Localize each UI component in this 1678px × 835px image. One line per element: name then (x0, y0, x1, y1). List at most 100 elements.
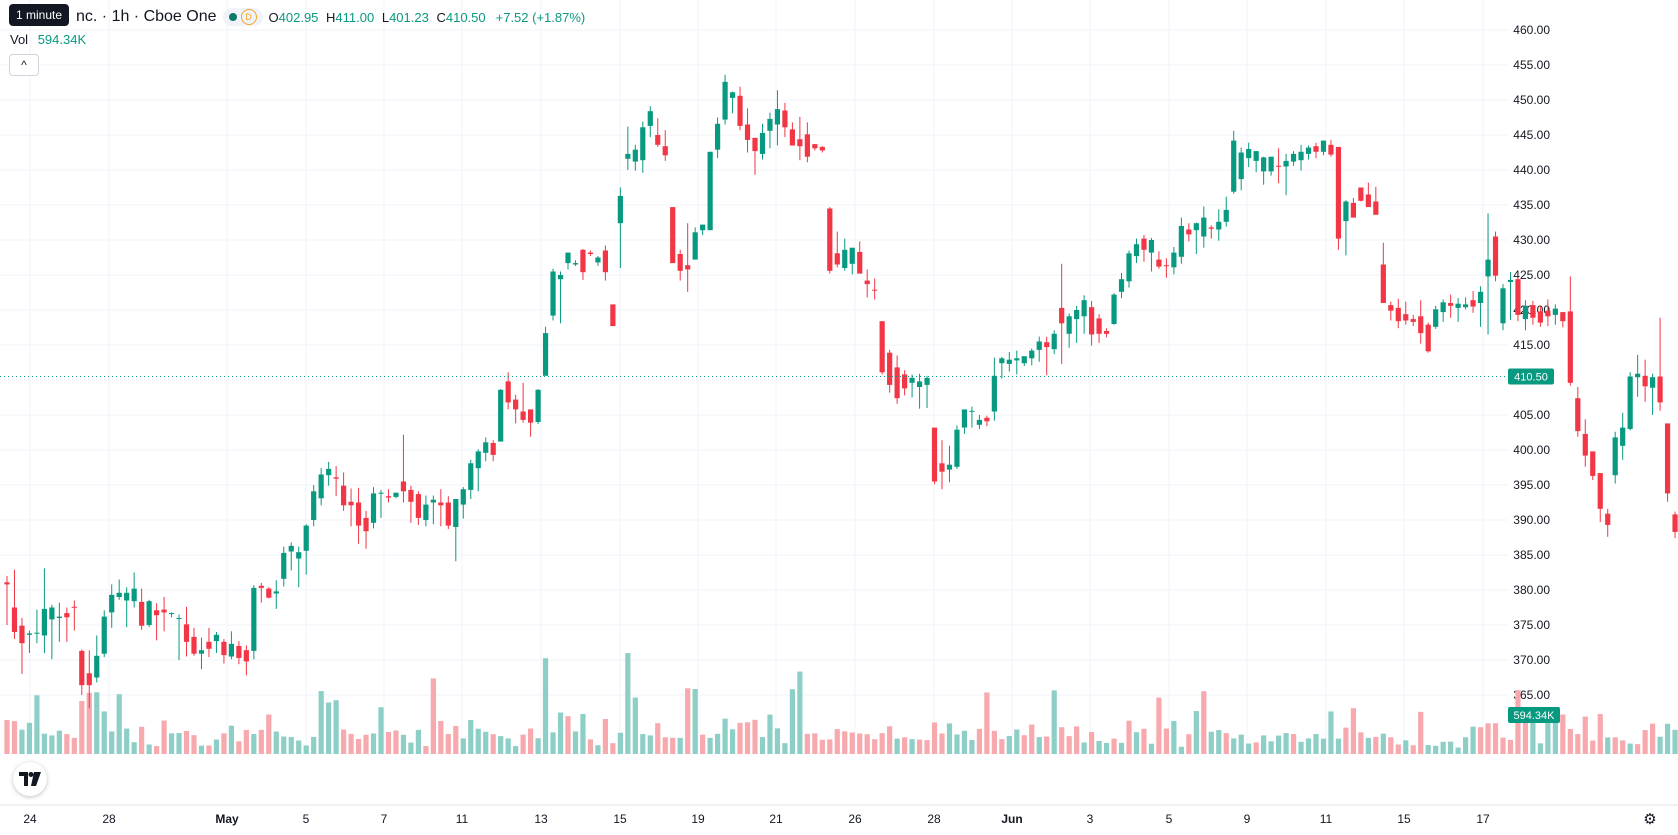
candle-body (1186, 229, 1192, 235)
candle (355, 487, 362, 544)
candle (1664, 423, 1671, 502)
market-status[interactable]: D (222, 8, 263, 26)
candle-body (385, 496, 392, 498)
volume-bar (542, 658, 549, 754)
candle (670, 207, 676, 264)
candle-body (1545, 310, 1551, 317)
candle-body (1507, 279, 1514, 282)
volume-value: 594.34K (37, 32, 87, 47)
volume-bar (1672, 729, 1678, 754)
candle-body (1657, 376, 1663, 403)
candle (797, 116, 803, 161)
candle-body (1388, 305, 1394, 311)
collapse-legend-button[interactable]: ^ (9, 54, 39, 76)
volume-bar (490, 734, 496, 754)
candle-body (1440, 302, 1446, 313)
volume-bar (198, 745, 205, 754)
volume-bar (1066, 736, 1072, 754)
candle (1268, 156, 1274, 176)
volume-bar (1433, 745, 1439, 754)
candle (266, 587, 272, 599)
candle-body (1328, 144, 1334, 155)
candle-body (1103, 331, 1110, 334)
candle-body (961, 409, 968, 428)
volume-bar (183, 731, 190, 754)
candle-body (1650, 377, 1656, 388)
volume-bar (168, 733, 175, 754)
candle-body (26, 633, 33, 635)
candle (1216, 209, 1222, 241)
candle (1246, 142, 1252, 168)
candle (333, 466, 339, 497)
time-tick-label: 15 (613, 812, 627, 826)
candle-body (378, 492, 384, 494)
candle (729, 91, 736, 114)
candle (1433, 305, 1439, 329)
candle (1036, 336, 1042, 362)
candle-body (1477, 291, 1484, 303)
volume-bar (116, 694, 122, 754)
price-tick-label: 365.00 (1513, 688, 1550, 702)
candle-body (969, 410, 975, 412)
tradingview-logo-icon[interactable] (13, 762, 47, 796)
candle (1635, 354, 1641, 397)
time-tick-label: 13 (534, 812, 548, 826)
candle-body (1395, 307, 1401, 322)
candle (602, 245, 608, 281)
candle-body (774, 109, 781, 125)
volume-bar (1156, 697, 1162, 754)
volume-bar (827, 739, 833, 754)
candle-body (1163, 265, 1169, 267)
candle-body (109, 594, 115, 613)
candle (1590, 451, 1596, 481)
candle (1440, 299, 1446, 322)
volume-bar (528, 728, 534, 754)
candle-body (393, 492, 399, 497)
candle-body (1141, 238, 1147, 250)
candle (1089, 300, 1095, 346)
candle (1193, 222, 1199, 254)
candle (513, 394, 519, 424)
gear-icon[interactable]: ⚙ (1643, 811, 1657, 828)
volume-bar (729, 729, 736, 754)
volume-bar (1463, 737, 1469, 754)
volume-bar (498, 736, 504, 754)
candle (423, 495, 429, 527)
candle-body (1133, 244, 1140, 257)
candle (565, 252, 571, 270)
volume-bar (438, 720, 444, 754)
volume-bar (1059, 727, 1065, 754)
volume-bar (34, 695, 40, 754)
candle-body (176, 618, 182, 619)
candle-body (1178, 226, 1184, 257)
volume-bar (864, 734, 870, 754)
candle (924, 375, 930, 408)
symbol-title[interactable]: nc. · 1h · Cboe One (76, 8, 217, 25)
candle (41, 568, 47, 653)
time-tick-label: 15 (1397, 812, 1411, 826)
volume-bar (872, 739, 878, 754)
volume-bar (849, 732, 855, 754)
volume-bar (557, 712, 564, 754)
candle (1223, 196, 1229, 227)
volume-bar (296, 740, 302, 754)
time-tick-label: 19 (691, 812, 705, 826)
volume-bar (453, 726, 459, 754)
volume-bar (1320, 738, 1327, 754)
candle (198, 637, 205, 670)
volume-bar (722, 718, 728, 754)
candle-body (842, 249, 848, 268)
volume-bar (1500, 737, 1506, 754)
candle-body (1148, 240, 1155, 253)
volume-bar (1290, 734, 1297, 754)
volume-bar (236, 741, 242, 754)
candle-body (1335, 146, 1342, 239)
volume-bar (640, 734, 646, 754)
volume-bar (782, 743, 788, 754)
candle (4, 576, 10, 625)
volume-bar (1358, 732, 1364, 754)
candle (1575, 387, 1581, 437)
volume-bar (797, 671, 803, 754)
volume-bar (378, 707, 384, 754)
